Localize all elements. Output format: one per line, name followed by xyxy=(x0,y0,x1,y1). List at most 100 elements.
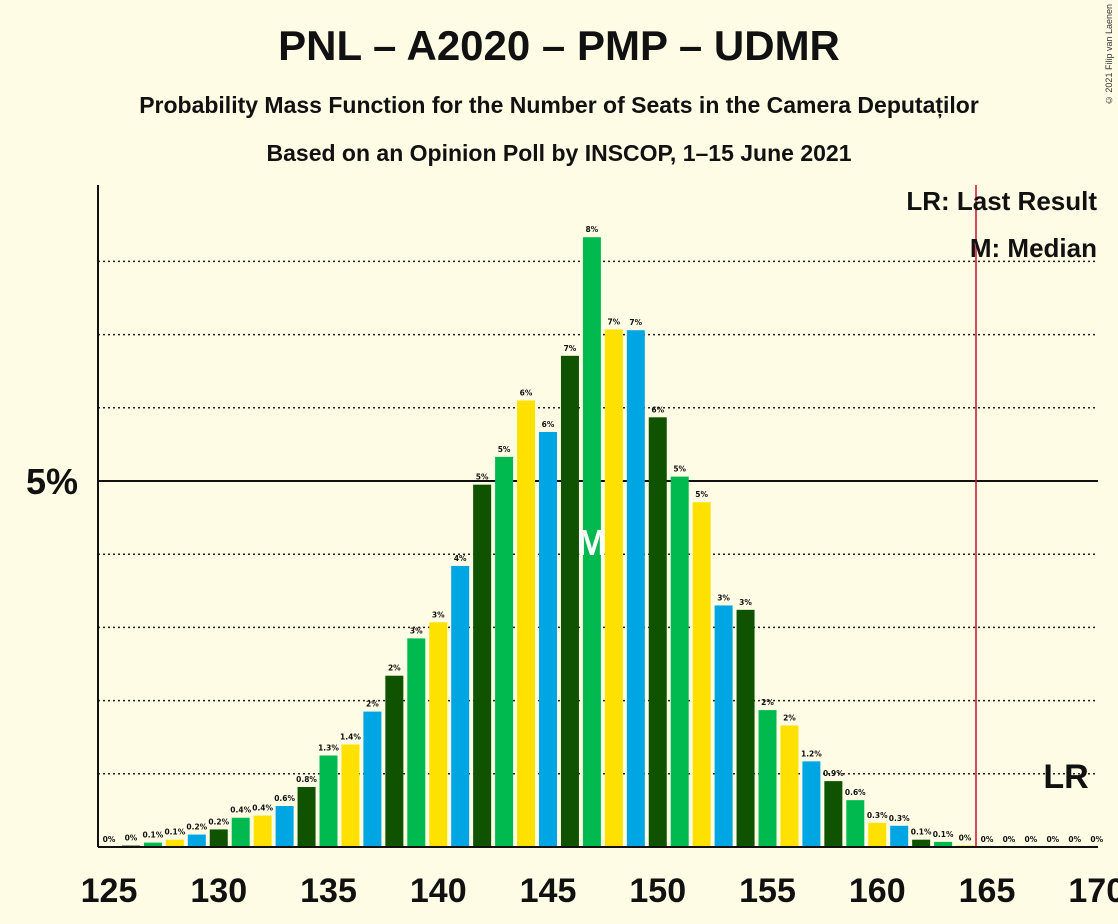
bar-label-153: 3% xyxy=(717,593,730,602)
bar-140 xyxy=(429,622,448,847)
bar-label-141: 4% xyxy=(454,554,467,563)
bar-142 xyxy=(473,484,492,847)
bar-149 xyxy=(626,330,645,847)
bar-label-165: 0% xyxy=(981,835,994,844)
legend-median: M: Median xyxy=(970,233,1097,263)
bar-label-150: 6% xyxy=(651,405,664,414)
bar-146 xyxy=(560,355,579,847)
bar-162 xyxy=(912,839,931,847)
bar-label-131: 0.4% xyxy=(230,806,251,815)
x-tick-label-155: 155 xyxy=(739,872,796,910)
x-tick-label-150: 150 xyxy=(629,872,686,910)
bar-label-170: 0% xyxy=(1090,835,1103,844)
bar-150 xyxy=(648,417,667,847)
chart-subtitle: Probability Mass Function for the Number… xyxy=(139,92,979,118)
bar-151 xyxy=(670,476,689,847)
bar-128 xyxy=(165,839,184,847)
x-tick-label-160: 160 xyxy=(849,872,906,910)
bar-label-154: 3% xyxy=(739,598,752,607)
bar-156 xyxy=(780,725,799,847)
bar-158 xyxy=(824,781,843,847)
bar-127 xyxy=(143,842,162,847)
bar-141 xyxy=(451,565,470,847)
bar-label-169: 0% xyxy=(1068,835,1081,844)
bar-152 xyxy=(692,502,711,847)
bar-label-158: 0.9% xyxy=(823,769,844,778)
bar-label-142: 5% xyxy=(476,473,489,482)
bar-label-128: 0.1% xyxy=(164,828,185,837)
bar-label-143: 5% xyxy=(498,445,511,454)
bar-160 xyxy=(868,822,887,847)
bar-label-130: 0.2% xyxy=(208,817,229,826)
bar-label-136: 1.4% xyxy=(340,733,361,742)
bar-label-149: 7% xyxy=(629,318,642,327)
bar-label-125: 0% xyxy=(103,835,116,844)
bar-label-132: 0.4% xyxy=(252,804,273,813)
bar-153 xyxy=(714,605,733,847)
bar-144 xyxy=(517,400,536,847)
bar-label-168: 0% xyxy=(1046,835,1059,844)
bar-labels: 0% 0.1% 0.1%0.2%0.2%0.4% 0.4%0.6%0.8%1.3%1.… xyxy=(103,225,1104,844)
x-tick-label-125: 125 xyxy=(81,872,138,910)
x-tick-label-140: 140 xyxy=(410,872,467,910)
bar-130 xyxy=(209,829,228,847)
bar-label-148: 7% xyxy=(607,317,620,326)
bar-label-134: 0.8% xyxy=(296,775,317,784)
bar-139 xyxy=(407,638,426,847)
chart-title: PNL – A2020 – PMP – UDMR xyxy=(278,22,840,69)
x-tick-label-130: 130 xyxy=(190,872,247,910)
bar-label-144: 6% xyxy=(520,388,533,397)
x-tick-label-170: 170 xyxy=(1068,872,1118,910)
bar-145 xyxy=(539,431,557,847)
bar-143 xyxy=(495,456,514,847)
bar-label-147: 8% xyxy=(586,225,599,234)
bar-159 xyxy=(846,800,865,847)
bar-label-138: 2% xyxy=(388,664,401,673)
bars xyxy=(121,237,975,847)
bar-label-135: 1.3% xyxy=(318,744,339,753)
bar-label-133: 0.6% xyxy=(274,794,295,803)
y-tick-label: 5% xyxy=(26,461,78,502)
bar-label-164: 0% xyxy=(959,834,972,843)
bar-label-162: 0.1% xyxy=(911,828,932,837)
bar-label-161: 0.3% xyxy=(889,814,910,823)
bar-133 xyxy=(275,806,294,847)
bar-label-145: 6% xyxy=(542,420,555,429)
bar-154 xyxy=(736,609,755,847)
bar-147 xyxy=(582,237,601,847)
bar-label-163: 0.1% xyxy=(933,830,954,839)
axes: 125 130 135 140 145 150 155 160 165 170 xyxy=(81,185,1118,910)
bar-138 xyxy=(385,675,404,847)
bar-label-167: 0% xyxy=(1025,835,1038,844)
bar-134 xyxy=(297,786,316,847)
bar-157 xyxy=(802,761,821,847)
bar-label-127: 0.1% xyxy=(142,831,163,840)
bar-136 xyxy=(341,744,360,847)
bar-label-159: 0.6% xyxy=(845,788,866,797)
bar-label-126: 0% xyxy=(125,834,138,843)
x-tick-label-135: 135 xyxy=(300,872,357,910)
x-tick-label-145: 145 xyxy=(520,872,577,910)
bar-148 xyxy=(604,329,623,847)
bar-161 xyxy=(890,825,909,847)
last-result-label: LR xyxy=(1043,758,1088,796)
bar-label-166: 0% xyxy=(1003,835,1016,844)
bar-label-156: 2% xyxy=(783,713,796,722)
bar-label-157: 1.2% xyxy=(801,749,822,758)
bar-label-152: 5% xyxy=(695,490,708,499)
bar-155 xyxy=(758,710,777,847)
bar-163 xyxy=(934,841,953,847)
bar-137 xyxy=(363,711,382,847)
bar-label-146: 7% xyxy=(564,344,577,353)
bar-label-129: 0.2% xyxy=(186,823,207,832)
bar-label-139: 3% xyxy=(410,626,423,635)
legend-last-result: LR: Last Result xyxy=(906,186,1097,216)
bar-label-140: 3% xyxy=(432,610,445,619)
bar-label-155: 2% xyxy=(761,698,774,707)
x-tick-label-165: 165 xyxy=(959,872,1016,910)
bar-135 xyxy=(319,755,338,847)
chart-source: Based on an Opinion Poll by INSCOP, 1–15… xyxy=(266,140,852,166)
bar-129 xyxy=(187,834,206,847)
bar-132 xyxy=(253,815,272,847)
bar-131 xyxy=(231,817,250,847)
